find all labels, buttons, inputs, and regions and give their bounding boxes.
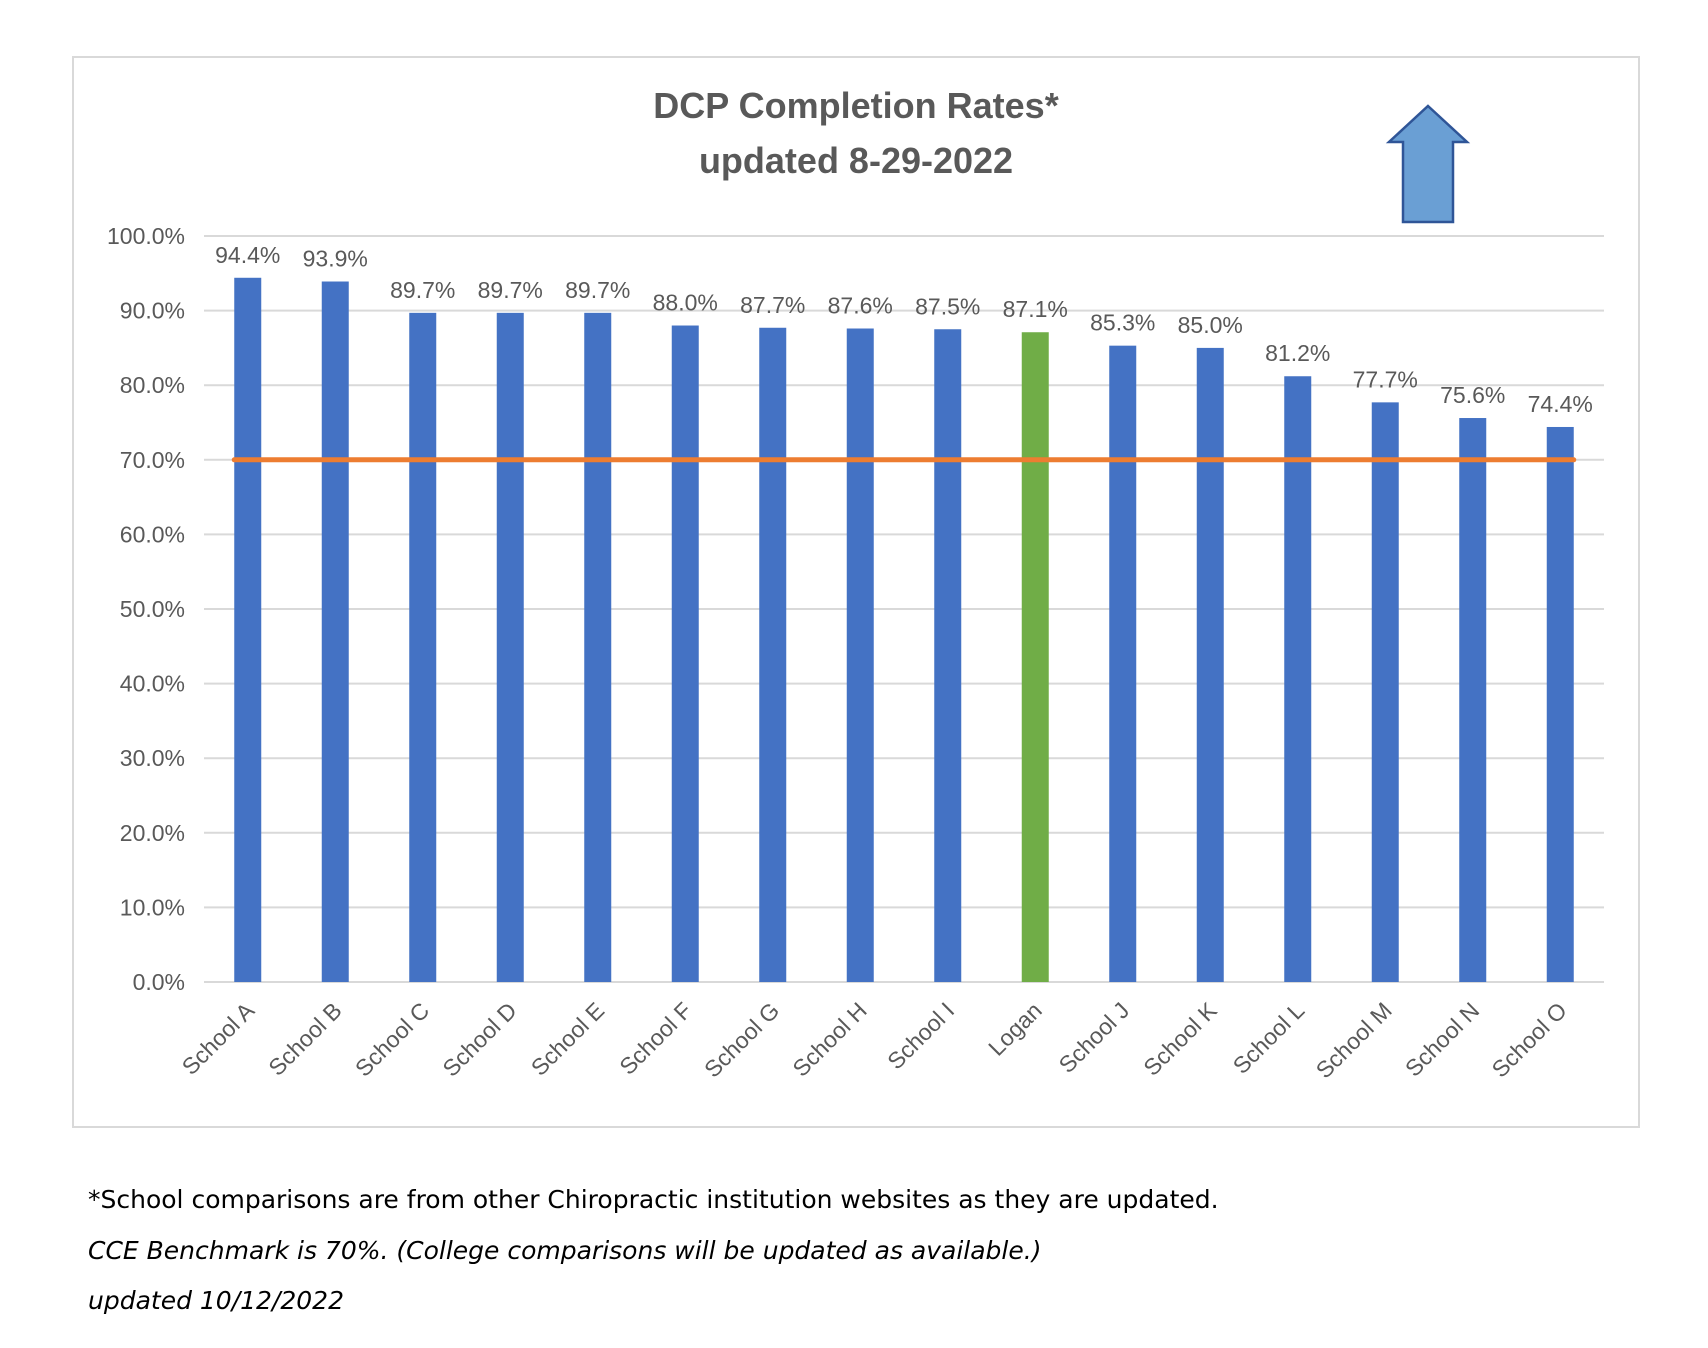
chart-title-line-2: updated 8-29-2022 xyxy=(699,140,1013,181)
bar xyxy=(1284,376,1312,982)
bar xyxy=(584,312,612,982)
bar xyxy=(1109,345,1137,982)
bars xyxy=(234,277,1574,982)
x-tick-label: School D xyxy=(437,997,521,1081)
x-tick-label: School N xyxy=(1400,997,1484,1081)
y-tick-label: 90.0% xyxy=(120,298,185,324)
data-label: 89.7% xyxy=(390,277,455,303)
chart-frame: DCP Completion Rates* updated 8-29-2022 … xyxy=(72,56,1640,1128)
x-tick-label: School I xyxy=(882,997,959,1074)
y-tick-label: 50.0% xyxy=(120,596,185,622)
x-tick-label: School C xyxy=(350,997,434,1081)
y-tick-label: 30.0% xyxy=(120,745,185,771)
bar xyxy=(496,312,524,982)
x-tick-label: Logan xyxy=(983,997,1047,1061)
bar xyxy=(1546,426,1574,982)
data-label: 89.7% xyxy=(565,277,630,303)
bar xyxy=(321,281,349,982)
x-tick-label: School K xyxy=(1138,997,1222,1081)
y-tick-label: 0.0% xyxy=(133,969,185,995)
data-label: 87.5% xyxy=(915,293,980,319)
y-tick-label: 60.0% xyxy=(120,521,185,547)
data-label: 87.7% xyxy=(740,292,805,318)
footnote-source: *School comparisons are from other Chiro… xyxy=(88,1185,1219,1214)
data-label: 89.7% xyxy=(478,277,543,303)
bar xyxy=(1371,402,1399,982)
x-tick-label: School H xyxy=(787,997,871,1081)
y-tick-label: 100.0% xyxy=(107,223,185,249)
x-tick-label: School E xyxy=(526,997,609,1080)
data-label: 75.6% xyxy=(1440,382,1505,408)
footnote-updated: updated 10/12/2022 xyxy=(88,1286,344,1315)
bar xyxy=(234,277,262,982)
data-label: 85.0% xyxy=(1178,312,1243,338)
bar-highlight xyxy=(1021,332,1049,982)
data-label: 74.4% xyxy=(1528,391,1593,417)
y-tick-label: 20.0% xyxy=(120,820,185,846)
value-labels: 94.4% 93.9% 89.7% 89.7% 89.7% 88.0% 87.7% 87.6%… xyxy=(215,242,1593,417)
data-label: 94.4% xyxy=(215,242,280,268)
chart-title-line-1: DCP Completion Rates* xyxy=(653,85,1058,126)
data-label: 87.6% xyxy=(828,293,893,319)
y-tick-label: 80.0% xyxy=(120,372,185,398)
bar xyxy=(1459,418,1487,982)
bar xyxy=(759,327,787,982)
bar xyxy=(409,312,437,982)
up-arrow-icon xyxy=(1385,104,1471,224)
x-tick-label: School A xyxy=(177,997,260,1080)
data-label: 77.7% xyxy=(1353,366,1418,392)
data-label: 85.3% xyxy=(1090,310,1155,336)
y-axis-tick-labels: 0.0% 10.0% 20.0% 30.0% 40.0% 50.0% 60.0% 70.0% 8… xyxy=(107,223,185,995)
bar xyxy=(1196,347,1224,982)
x-tick-label: School F xyxy=(614,997,697,1080)
data-label: 87.1% xyxy=(1003,296,1068,322)
x-tick-label: School M xyxy=(1311,997,1397,1083)
bar xyxy=(934,329,962,982)
x-tick-label: School L xyxy=(1228,997,1310,1079)
bar xyxy=(846,328,874,982)
y-tick-label: 70.0% xyxy=(120,447,185,473)
x-tick-label: School G xyxy=(699,997,784,1082)
y-tick-label: 40.0% xyxy=(120,671,185,697)
x-axis-tick-labels: School A School B School C School D School E… xyxy=(177,997,1572,1084)
data-label: 81.2% xyxy=(1265,340,1330,366)
bar xyxy=(671,325,699,982)
data-label: 93.9% xyxy=(303,246,368,272)
x-tick-label: School B xyxy=(263,997,346,1080)
gridlines xyxy=(204,235,1604,983)
footnote-benchmark: CCE Benchmark is 70%. (College compariso… xyxy=(88,1236,1042,1265)
x-tick-label: School J xyxy=(1054,997,1135,1078)
y-tick-label: 10.0% xyxy=(120,894,185,920)
data-label: 88.0% xyxy=(653,290,718,316)
x-tick-label: School O xyxy=(1487,997,1572,1082)
bar-chart: DCP Completion Rates* updated 8-29-2022 … xyxy=(107,85,1604,1084)
